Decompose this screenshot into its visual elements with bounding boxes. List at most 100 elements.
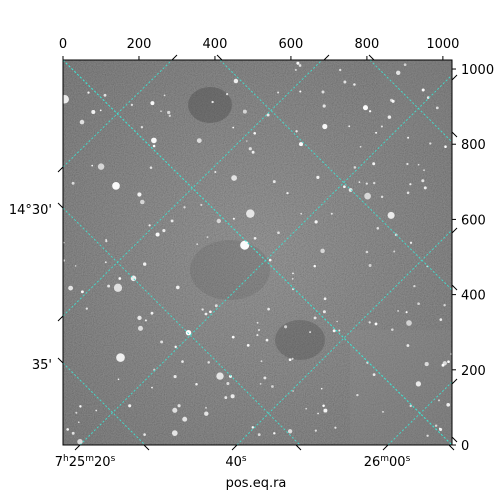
- star: [107, 284, 111, 288]
- grid-line: [219, 60, 452, 291]
- star: [160, 110, 162, 112]
- star: [230, 394, 235, 399]
- right-axis-diagonal-ticks: [451, 74, 458, 443]
- star: [78, 421, 80, 424]
- star: [382, 411, 384, 413]
- star: [426, 96, 430, 99]
- star: [364, 192, 371, 200]
- star: [248, 147, 252, 151]
- star: [320, 248, 325, 254]
- bottom-axis-ticks: [74, 444, 455, 451]
- star: [196, 243, 199, 245]
- star: [353, 166, 357, 169]
- star: [175, 285, 180, 290]
- star: [151, 137, 157, 144]
- star: [299, 142, 303, 147]
- star: [294, 68, 297, 71]
- star: [387, 115, 392, 119]
- coordinate-grid-overlay: [63, 60, 452, 445]
- star: [317, 412, 319, 415]
- star: [233, 78, 239, 84]
- star: [266, 113, 270, 117]
- star: [143, 262, 147, 266]
- star: [117, 378, 120, 381]
- star: [256, 334, 259, 337]
- star: [330, 212, 333, 215]
- star: [170, 219, 174, 223]
- plot-frame: [62, 59, 453, 446]
- star: [296, 61, 300, 65]
- star: [242, 109, 247, 114]
- star: [224, 396, 228, 400]
- star: [375, 131, 378, 134]
- star: [393, 250, 396, 253]
- star: [263, 376, 267, 380]
- star: [309, 331, 312, 334]
- star: [151, 386, 153, 389]
- star: [128, 404, 132, 408]
- star: [415, 381, 422, 387]
- star: [380, 125, 383, 128]
- star: [251, 150, 255, 154]
- star: [334, 426, 337, 429]
- star: [173, 375, 177, 379]
- star: [291, 357, 294, 360]
- star: [277, 91, 280, 94]
- star: [160, 340, 164, 344]
- star: [148, 224, 151, 227]
- star: [80, 290, 84, 294]
- star: [137, 315, 142, 321]
- right-tick-label: 0: [461, 439, 469, 454]
- star: [167, 110, 171, 115]
- star: [231, 335, 235, 339]
- star: [406, 344, 410, 347]
- star: [118, 277, 122, 280]
- star: [196, 138, 202, 144]
- star: [288, 358, 292, 362]
- star: [277, 231, 280, 235]
- star: [295, 130, 298, 133]
- star: [322, 404, 325, 408]
- star: [338, 329, 341, 332]
- star: [231, 175, 237, 181]
- star: [204, 411, 209, 416]
- star: [112, 182, 120, 190]
- right-tick-label: 400: [461, 289, 486, 304]
- star: [332, 329, 336, 333]
- star: [150, 311, 154, 315]
- star: [397, 309, 400, 312]
- star: [424, 362, 429, 367]
- star: [426, 434, 429, 437]
- star: [421, 179, 425, 183]
- star: [409, 241, 413, 244]
- top-axis: 0 200 400 600 800 1000: [59, 37, 459, 60]
- star: [91, 109, 96, 115]
- star: [438, 399, 440, 402]
- star: [313, 264, 316, 268]
- star: [406, 191, 410, 195]
- star: [85, 307, 88, 310]
- star: [403, 63, 407, 67]
- star: [103, 93, 107, 97]
- star: [284, 325, 288, 329]
- star: [181, 360, 184, 363]
- star: [417, 302, 420, 306]
- star: [63, 95, 69, 104]
- star: [209, 310, 212, 314]
- star: [226, 381, 230, 386]
- star: [374, 322, 378, 326]
- star: [395, 70, 401, 76]
- star: [79, 119, 85, 125]
- star: [246, 140, 248, 142]
- star: [323, 408, 328, 413]
- star: [216, 218, 221, 224]
- star: [373, 181, 376, 185]
- star: [177, 404, 181, 408]
- star: [66, 428, 70, 431]
- star: [75, 411, 78, 414]
- star: [387, 211, 395, 219]
- star: [314, 429, 317, 432]
- star: [253, 236, 257, 240]
- star: [63, 259, 66, 262]
- star: [105, 238, 107, 241]
